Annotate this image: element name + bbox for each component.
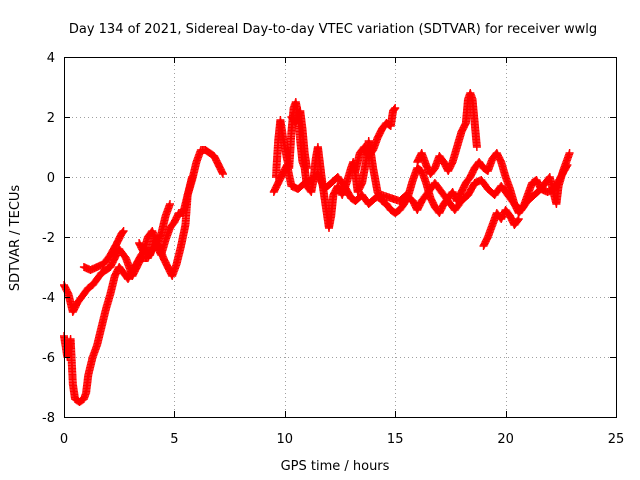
chart-title: Day 134 of 2021, Sidereal Day-to-day VTE… — [69, 22, 597, 37]
y-axis-label: SDTVAR / TECUs — [8, 185, 23, 292]
y-tick-label: -8 — [42, 411, 55, 426]
y-tick-label: -6 — [42, 351, 55, 366]
y-tick-label: -4 — [42, 291, 55, 306]
data-point — [188, 173, 197, 181]
x-tick-label: 10 — [277, 432, 294, 447]
data-series — [60, 89, 574, 406]
data-point — [565, 149, 574, 157]
series-segment — [135, 200, 174, 256]
x-axis-label: GPS time / hours — [281, 459, 390, 474]
data-point — [119, 227, 128, 235]
series-segment — [287, 107, 311, 172]
series-segment — [60, 146, 227, 316]
series-segment — [79, 227, 128, 274]
y-tick-label: 4 — [47, 51, 55, 66]
x-tick-label: 0 — [60, 432, 68, 447]
data-point — [391, 104, 400, 112]
data-point — [563, 161, 572, 169]
data-point — [302, 164, 311, 172]
data-point — [166, 200, 174, 208]
data-point — [514, 215, 523, 223]
y-tick-label: -2 — [42, 231, 55, 246]
x-tick-label: 20 — [497, 432, 514, 447]
data-point — [514, 216, 522, 225]
series-segment — [351, 104, 400, 175]
data-point — [219, 170, 227, 178]
series-segment — [269, 161, 572, 214]
x-tick-label: 15 — [387, 432, 404, 447]
y-tick-label: 2 — [47, 111, 55, 126]
series-segment — [413, 89, 481, 178]
x-tick-label: 5 — [170, 432, 178, 447]
x-tick-label: 25 — [608, 432, 625, 447]
y-tick-label: 0 — [47, 171, 55, 186]
series-segment — [479, 206, 523, 250]
data-point — [472, 143, 481, 151]
series-segment — [60, 173, 197, 406]
axes: 0 5 10 15 20 25 -8 -6 -4 -2 0 2 4 — [42, 51, 624, 447]
